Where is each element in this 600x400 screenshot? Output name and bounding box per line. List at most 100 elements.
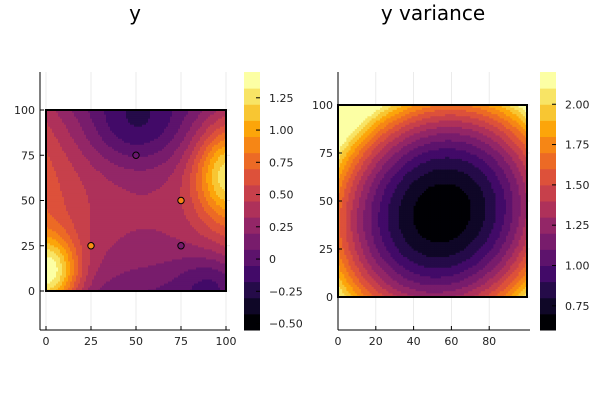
contour-cell [66,230,69,234]
contour-cell [46,232,49,236]
contour-cell [154,156,157,159]
contour-cell [48,136,51,139]
contour-cell [138,152,141,155]
contour-cell [76,168,79,171]
contour-cell [146,250,149,254]
contour-cell [150,174,153,177]
contour-cell [56,118,59,121]
contour-cell [46,120,49,123]
contour-cell [142,256,145,260]
contour-cell [146,134,149,137]
contour-cell [48,146,51,149]
contour-cell [126,154,129,157]
contour-cell [130,186,133,190]
contour-cell [98,234,101,238]
contour-cell [106,284,109,288]
contour-cell [152,112,155,115]
contour-cell [84,210,87,214]
contour-cell [78,150,81,153]
contour-cell [138,186,141,190]
contour-cell [116,194,119,198]
contour-cell [122,198,125,202]
contour-cell [90,142,93,145]
contour-cell [72,262,75,266]
contour-cell [72,286,75,290]
contour-cell [140,268,143,272]
contour-cell [102,268,105,272]
contour-cell [86,146,89,149]
contour-cell [104,274,107,278]
contour-cell [104,120,107,123]
contour-cell [150,248,153,252]
contour-cell [70,120,73,123]
contour-cell [146,118,149,121]
contour-cell [146,124,149,127]
contour-cell [94,156,97,159]
contour-cell [68,258,71,262]
contour-cell [122,182,125,186]
contour-cell [118,280,121,284]
contour-cell [124,140,127,143]
contour-cell [148,134,151,137]
contour-cell [96,170,99,173]
contour-cell [122,270,125,274]
contour-cell [150,274,153,278]
contour-cell [82,212,85,216]
contour-cell [74,238,77,242]
contour-cell [112,206,115,210]
contour-cell [62,186,65,190]
contour-cell [76,226,79,230]
contour-cell [154,206,157,210]
contour-cell [126,160,129,163]
contour-cell [96,186,99,190]
contour-cell [150,178,153,181]
contour-cell [80,204,83,208]
contour-cell [66,172,69,175]
contour-cell [110,218,113,222]
contour-cell [106,178,109,181]
contour-cell [112,182,115,186]
contour-cell [84,260,87,264]
contour-cell [100,216,103,220]
contour-cell [94,152,97,155]
contour-cell [108,218,111,222]
contour-cell [120,232,123,236]
contour-cell [104,236,107,240]
contour-cell [66,154,69,157]
contour-cell [102,198,105,202]
contour-cell [86,258,89,262]
contour-cell [82,136,85,139]
contour-cell [146,148,149,151]
contour-cell [148,110,151,113]
contour-cell [130,134,133,137]
contour-cell [66,246,69,250]
contour-cell [126,174,129,177]
contour-cell [72,258,75,262]
contour-cell [116,220,119,224]
contour-cell [150,156,153,159]
contour-cell [54,282,57,286]
contour-cell [94,210,97,214]
contour-cell [88,194,91,198]
contour-cell [102,246,105,250]
contour-cell [112,184,115,188]
contour-cell [132,232,135,236]
contour-cell [156,222,159,226]
contour-cell [148,112,151,115]
contour-cell [134,180,137,183]
contour-cell [84,120,87,123]
contour-cell [128,208,131,212]
contour-cell [130,150,133,153]
contour-cell [54,226,57,230]
contour-cell [68,242,71,246]
contour-cell [102,190,105,194]
contour-cell [136,166,139,169]
contour-cell [120,142,123,145]
contour-cell [48,228,51,232]
contour-cell [64,248,67,252]
contour-cell [82,268,85,272]
contour-cell [96,224,99,228]
contour-cell [90,120,93,123]
contour-cell [90,152,93,155]
contour-cell [116,204,119,208]
